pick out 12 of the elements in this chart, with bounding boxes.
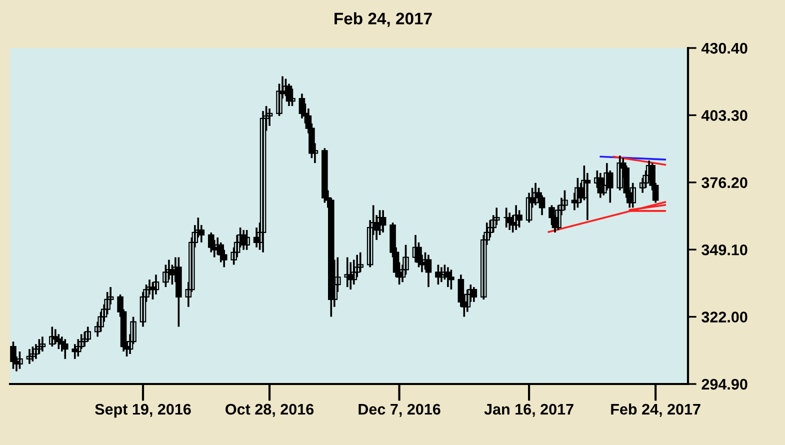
x-tick-label: Feb 24, 2017 xyxy=(611,403,700,417)
y-tick-label: 403.30 xyxy=(701,110,748,121)
y-tick-label: 322.00 xyxy=(702,312,748,323)
y-tick-label: 294.90 xyxy=(702,378,748,390)
x-tick-label: Dec 7, 2016 xyxy=(358,404,440,417)
y-tick-label: 349.10 xyxy=(702,244,748,256)
y-tick-label: 430.40 xyxy=(701,42,748,54)
x-tick-label: Oct 28, 2016 xyxy=(226,404,314,417)
y-tick-label: 376.20 xyxy=(702,177,748,188)
x-tick-label: Sept 19, 2016 xyxy=(95,404,191,418)
chart-title: Feb 24, 2017 xyxy=(334,12,432,27)
x-tick-label: Jan 16, 2017 xyxy=(484,404,574,417)
